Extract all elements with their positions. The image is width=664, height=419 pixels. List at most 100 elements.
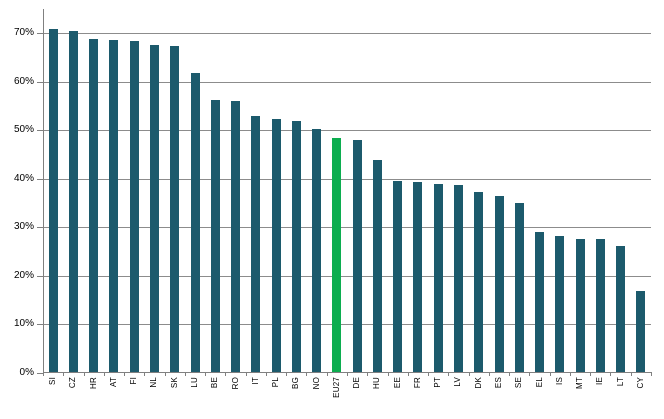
x-axis-label-ES: ES (494, 377, 503, 389)
x-tick-8 (205, 372, 206, 376)
gridline-30 (43, 227, 651, 228)
y-axis-label-10: 10% (13, 318, 34, 329)
x-tick-26 (570, 372, 571, 376)
y-axis-label-70: 70% (13, 27, 34, 38)
bar-AT (109, 40, 118, 373)
x-tick-2 (84, 372, 85, 376)
y-axis-label-0: 0% (19, 367, 34, 378)
x-axis-label-SE: SE (514, 377, 523, 389)
x-tick-18 (408, 372, 409, 376)
x-tick-23 (509, 372, 510, 376)
bar-SI (49, 29, 58, 373)
y-axis-label-60: 60% (13, 76, 34, 87)
x-axis-label-RO: RO (231, 377, 240, 390)
x-axis-label-SI: SI (48, 377, 57, 385)
bar-IT (251, 116, 260, 373)
y-tick-10 (37, 324, 43, 325)
x-axis-label-CZ: CZ (68, 377, 77, 389)
x-axis-label-IT: IT (251, 377, 260, 385)
x-axis-label-CY: CY (636, 377, 645, 389)
bar-IE (596, 239, 605, 373)
x-tick-28 (610, 372, 611, 376)
gridline-70 (43, 33, 651, 34)
bar-NL (150, 45, 159, 373)
x-axis-label-LV: LV (453, 377, 462, 387)
y-axis-label-20: 20% (13, 270, 34, 281)
bar-SK (170, 46, 179, 373)
x-tick-21 (469, 372, 470, 376)
bar-HU (373, 160, 382, 373)
y-tick-0 (37, 373, 43, 374)
bar-EL (535, 232, 544, 373)
x-axis-label-LU: LU (190, 377, 199, 388)
x-tick-15 (347, 372, 348, 376)
x-tick-29 (631, 372, 632, 376)
gridline-50 (43, 130, 651, 131)
x-axis-label-BG: BG (291, 377, 300, 389)
y-axis-line (43, 9, 44, 373)
y-tick-40 (37, 179, 43, 180)
x-axis-label-LT: LT (616, 377, 625, 387)
x-tick-11 (266, 372, 267, 376)
bar-EU27 (332, 138, 341, 373)
bar-CY (636, 291, 645, 373)
x-tick-24 (529, 372, 530, 376)
x-tick-9 (225, 372, 226, 376)
bar-FR (413, 182, 422, 373)
bar-PL (272, 119, 281, 373)
x-tick-17 (388, 372, 389, 376)
bar-PT (434, 184, 443, 373)
bar-DK (474, 192, 483, 373)
x-axis-label-EE: EE (393, 377, 402, 389)
x-axis-label-PL: PL (271, 377, 280, 388)
x-tick-27 (590, 372, 591, 376)
gridline-40 (43, 179, 651, 180)
x-axis-label-NL: NL (149, 377, 158, 388)
bar-BG (292, 121, 301, 373)
x-axis-label-HU: HU (372, 377, 381, 389)
y-axis-label-50: 50% (13, 124, 34, 135)
x-tick-1 (63, 372, 64, 376)
x-axis-label-PT: PT (433, 377, 442, 388)
x-tick-7 (185, 372, 186, 376)
x-tick-13 (306, 372, 307, 376)
x-axis-label-FI: FI (129, 377, 138, 385)
x-tick-3 (104, 372, 105, 376)
bar-NO (312, 129, 321, 373)
x-tick-20 (448, 372, 449, 376)
bar-LV (454, 185, 463, 373)
x-axis-label-DK: DK (474, 377, 483, 389)
bar-DE (353, 140, 362, 373)
y-tick-70 (37, 33, 43, 34)
x-tick-22 (489, 372, 490, 376)
x-tick-0 (43, 372, 44, 376)
y-tick-30 (37, 227, 43, 228)
x-axis-label-NO: NO (312, 377, 321, 390)
plot-area (43, 9, 651, 373)
y-tick-50 (37, 130, 43, 131)
bar-SE (515, 203, 524, 373)
y-axis-label-30: 30% (13, 221, 34, 232)
y-axis-label-40: 40% (13, 173, 34, 184)
x-axis-label-SK: SK (170, 377, 179, 389)
bar-HR (89, 39, 98, 373)
x-tick-5 (144, 372, 145, 376)
bar-FI (130, 41, 139, 373)
x-axis-label-EU27: EU27 (332, 377, 341, 398)
x-tick-30 (651, 372, 652, 376)
x-tick-10 (246, 372, 247, 376)
y-tick-60 (37, 82, 43, 83)
x-axis-label-BE: BE (210, 377, 219, 389)
x-tick-25 (550, 372, 551, 376)
x-tick-14 (327, 372, 328, 376)
x-tick-16 (367, 372, 368, 376)
bar-IS (555, 236, 564, 373)
x-tick-4 (124, 372, 125, 376)
bar-BE (211, 100, 220, 373)
x-axis-label-IS: IS (555, 377, 564, 385)
x-axis-label-EL: EL (535, 377, 544, 388)
x-axis-label-HR: HR (89, 377, 98, 389)
bar-EE (393, 181, 402, 373)
y-tick-20 (37, 276, 43, 277)
